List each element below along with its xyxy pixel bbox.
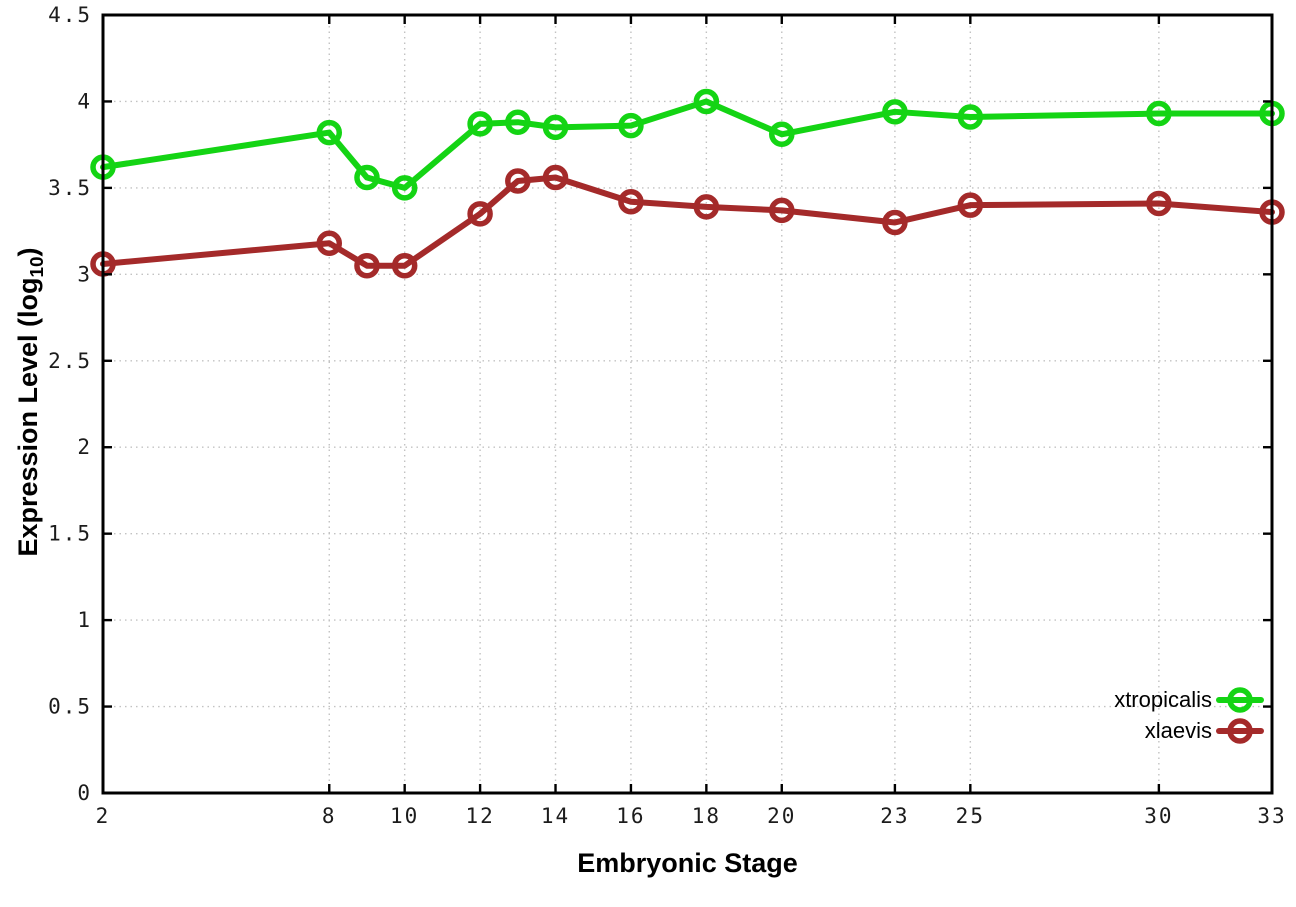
x-tick-label: 25 xyxy=(956,804,985,828)
y-axis-title-subscript: 10 xyxy=(27,256,49,278)
data-point-xlaevis xyxy=(316,230,343,256)
x-tick-label: 30 xyxy=(1144,804,1173,828)
data-point-xlaevis xyxy=(467,201,493,227)
legend: xtropicalis xlaevis xyxy=(1114,687,1264,744)
y-tick-label: 1 xyxy=(77,608,92,632)
y-axis-title-text: Expression Level (log xyxy=(12,277,43,557)
data-point-xlaevis xyxy=(769,197,795,224)
data-point-xtropicalis xyxy=(693,88,720,115)
data-point-xtropicalis xyxy=(316,119,343,146)
data-point-xtropicalis xyxy=(957,104,984,130)
y-tick-label: 0.5 xyxy=(48,695,92,719)
x-tick-label: 8 xyxy=(322,804,337,828)
y-tick-label: 2.5 xyxy=(48,349,92,373)
x-axis-title: Embryonic Stage xyxy=(577,848,798,878)
data-point-xtropicalis xyxy=(354,164,380,191)
data-point-xlaevis xyxy=(882,209,908,236)
y-tick-label: 4.5 xyxy=(48,3,92,27)
legend-sample-marker-xlaevis xyxy=(1227,718,1253,744)
x-tick-label: 16 xyxy=(616,804,645,828)
x-tick-label: 14 xyxy=(541,804,570,828)
y-tick-label: 0 xyxy=(77,781,92,805)
gridlines xyxy=(103,15,1272,793)
x-tick-label: 20 xyxy=(767,804,796,828)
x-tick-label: 23 xyxy=(880,804,909,828)
plot-border-box xyxy=(101,13,1274,795)
data-point-xlaevis xyxy=(957,192,984,218)
x-tick-label: 10 xyxy=(390,804,419,828)
plot-border xyxy=(101,13,1274,795)
series-line-xtropicalis xyxy=(100,98,1275,191)
y-tick-label: 1.5 xyxy=(48,522,92,546)
y-axis-title: Expression Level (log10) xyxy=(13,247,49,556)
data-point-xtropicalis xyxy=(882,99,908,125)
y-tick-label: 4 xyxy=(77,89,92,113)
data-point-xtropicalis xyxy=(391,175,418,201)
data-point-xtropicalis xyxy=(1146,100,1172,127)
x-tick-label: 33 xyxy=(1257,804,1286,828)
series-layer xyxy=(90,88,1285,279)
legend-label-xtropicalis: xtropicalis xyxy=(1114,687,1212,712)
data-point-xlaevis xyxy=(354,252,380,279)
y-axis-title-suffix: ) xyxy=(12,247,43,257)
data-point-xlaevis xyxy=(1146,190,1172,217)
legend-label-xlaevis: xlaevis xyxy=(1145,718,1212,743)
data-point-xlaevis xyxy=(542,164,569,191)
data-point-xtropicalis xyxy=(467,111,493,137)
x-tick-label: 18 xyxy=(692,804,721,828)
data-point-xlaevis xyxy=(505,168,531,194)
legend-sample-marker-xtropicalis xyxy=(1227,687,1253,713)
x-tick-label: 2 xyxy=(96,804,111,828)
series-line-xlaevis xyxy=(100,174,1275,269)
axis-ticks xyxy=(101,13,1274,795)
data-point-xtropicalis xyxy=(505,109,531,135)
tick-labels: 2 8 10 12 14 16 18 20 23 25 30 33 0 0.5 1 1.5 2 2.5 3 3.5 4 4… xyxy=(48,3,1286,828)
data-point-xlaevis xyxy=(391,252,418,279)
x-tick-label: 12 xyxy=(465,804,494,828)
data-point-xtropicalis xyxy=(769,121,795,148)
data-point-xtropicalis xyxy=(542,114,569,141)
y-tick-label: 3 xyxy=(77,262,92,286)
y-tick-label: 2 xyxy=(77,435,92,459)
y-tick-label: 3.5 xyxy=(48,176,92,200)
data-point-xtropicalis xyxy=(618,112,644,139)
data-point-xlaevis xyxy=(693,194,720,220)
data-point-xlaevis xyxy=(618,188,644,215)
